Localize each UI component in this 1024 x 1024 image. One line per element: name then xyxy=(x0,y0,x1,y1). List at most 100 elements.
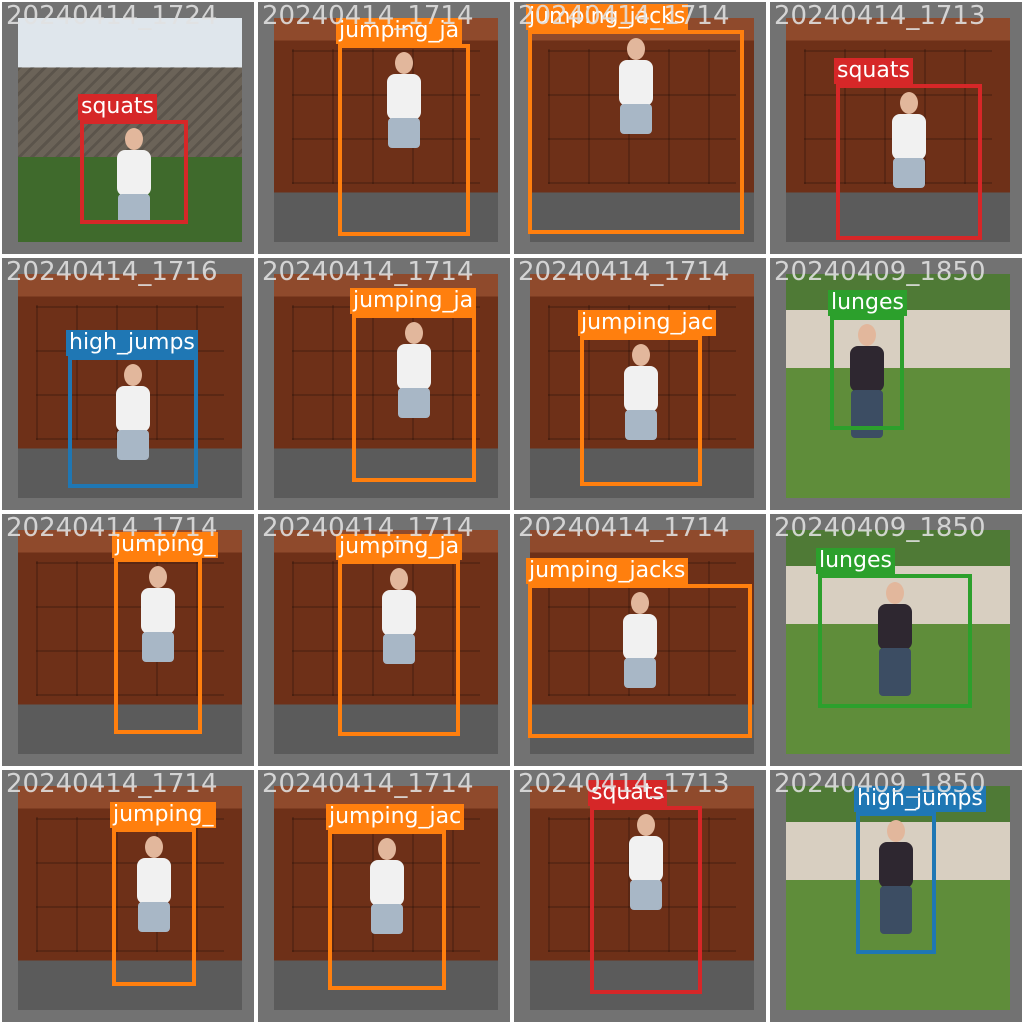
person-torso xyxy=(892,114,926,160)
person-legs xyxy=(117,430,149,460)
person-torso xyxy=(387,74,421,120)
mosaic-tile: jumping_jac 20240414_1714 xyxy=(514,258,766,510)
person-torso xyxy=(878,604,912,650)
filename-label: 20240414_1714 xyxy=(518,514,730,543)
bounding-box-lunges xyxy=(830,316,904,430)
mosaic-tile: jumping_ja 20240414_1714 xyxy=(258,258,510,510)
mosaic-tile: lunges 20240409_1850 xyxy=(770,258,1022,510)
class-label: lunges xyxy=(816,548,895,574)
person-head xyxy=(631,592,649,614)
filename-label: 20240414_1724 xyxy=(6,2,218,31)
class-label: jumping_jac xyxy=(578,310,717,336)
filename-label: 20240414_1716 xyxy=(6,258,218,287)
person-torso xyxy=(629,836,663,882)
mosaic-tile: jumping_jacks 20240414_1714 xyxy=(514,514,766,766)
bounding-box-jumping-jacks xyxy=(338,560,460,736)
person-head xyxy=(125,128,143,150)
filename-label: 20240414_1714 xyxy=(6,770,218,799)
filename-label: 20240409_1850 xyxy=(774,514,986,543)
mosaic-tile: high_jumps 20240414_1716 xyxy=(2,258,254,510)
person-head xyxy=(858,324,876,346)
person-legs xyxy=(398,388,430,418)
bounding-box-high-jumps xyxy=(68,356,198,488)
person-torso xyxy=(117,150,151,196)
mosaic-tile: high_jumps 20240409_1850 xyxy=(770,770,1022,1022)
person-torso xyxy=(623,614,657,660)
person-head xyxy=(887,820,905,842)
mosaic-tile: lunges 20240409_1850 xyxy=(770,514,1022,766)
person-legs xyxy=(879,648,911,696)
bounding-box-jumping-jacks xyxy=(528,30,744,234)
person-head xyxy=(637,814,655,836)
person-head xyxy=(900,92,918,114)
bounding-box-jumping-jacks xyxy=(112,828,196,986)
mosaic-tile: squats 20240414_1724 xyxy=(2,2,254,254)
bounding-box-squats xyxy=(80,120,188,224)
person-head xyxy=(378,838,396,860)
person-torso xyxy=(116,386,150,432)
class-label: jumping_ja xyxy=(336,534,463,560)
mosaic-tile: jumping_ja 20240414_1714 xyxy=(258,514,510,766)
filename-label: 20240414_1714 xyxy=(262,770,474,799)
filename-label: 20240414_1714 xyxy=(6,514,218,543)
filename-label: 20240414_1713 xyxy=(518,770,730,799)
class-label: jumping_jac xyxy=(326,804,465,830)
bounding-box-jumping-jacks xyxy=(114,558,202,734)
person-torso xyxy=(619,60,653,106)
person-legs xyxy=(388,118,420,148)
class-label: jumping_ja xyxy=(350,288,477,314)
class-label: high_jumps xyxy=(854,786,986,812)
person-torso xyxy=(382,590,416,636)
person-head xyxy=(627,38,645,60)
person-legs xyxy=(851,390,883,438)
person-torso xyxy=(850,346,884,392)
person-legs xyxy=(880,886,912,934)
mosaic-tile: jumping_ 20240414_1714 xyxy=(2,770,254,1022)
bounding-box-jumping-jacks xyxy=(352,314,476,482)
person-legs xyxy=(624,658,656,688)
filename-label: 20240409_1850 xyxy=(774,770,986,799)
mosaic-tile: jumping_ja 20240414_1714 xyxy=(258,2,510,254)
person-legs xyxy=(371,904,403,934)
filename-label: 20240414_1713 xyxy=(774,2,986,31)
class-label: squats xyxy=(588,780,667,806)
filename-label: 20240409_1850 xyxy=(774,258,986,287)
person-head xyxy=(149,566,167,588)
person-legs xyxy=(142,632,174,662)
person-head xyxy=(632,344,650,366)
filename-label: 20240414_1714 xyxy=(518,2,730,31)
mosaic-tile: jumping_jac 20240414_1714 xyxy=(258,770,510,1022)
person-torso xyxy=(137,858,171,904)
filename-label: 20240414_1714 xyxy=(262,514,474,543)
scene-photo xyxy=(18,530,242,754)
person-legs xyxy=(620,104,652,134)
class-label: high_jumps xyxy=(66,330,198,356)
person-head xyxy=(124,364,142,386)
person-legs xyxy=(893,158,925,188)
person-torso xyxy=(141,588,175,634)
bounding-box-high-jumps xyxy=(856,812,936,954)
bounding-box-jumping-jacks xyxy=(328,830,446,990)
class-label: jumping_ xyxy=(112,532,219,558)
person-torso xyxy=(370,860,404,906)
person-legs xyxy=(383,634,415,664)
filename-label: 20240414_1714 xyxy=(518,258,730,287)
class-label: jumping_jacks xyxy=(526,558,689,584)
class-label: jumping_ xyxy=(110,802,217,828)
person-torso xyxy=(397,344,431,390)
scene-photo xyxy=(274,18,498,242)
person-legs xyxy=(138,902,170,932)
bounding-box-jumping-jacks xyxy=(580,336,702,486)
person-head xyxy=(145,836,163,858)
person-head xyxy=(390,568,408,590)
bounding-box-lunges xyxy=(818,574,972,708)
person-torso xyxy=(879,842,913,888)
mosaic-tile: jumping_ 20240414_1714 xyxy=(2,514,254,766)
bounding-box-squats xyxy=(590,806,702,994)
mosaic-tile: squats 20240414_1713 xyxy=(514,770,766,1022)
mosaic-tile: jumping_jacks 20240414_1714 xyxy=(514,2,766,254)
person-legs xyxy=(630,880,662,910)
mosaic-tile: squats 20240414_1713 xyxy=(770,2,1022,254)
person-head xyxy=(405,322,423,344)
